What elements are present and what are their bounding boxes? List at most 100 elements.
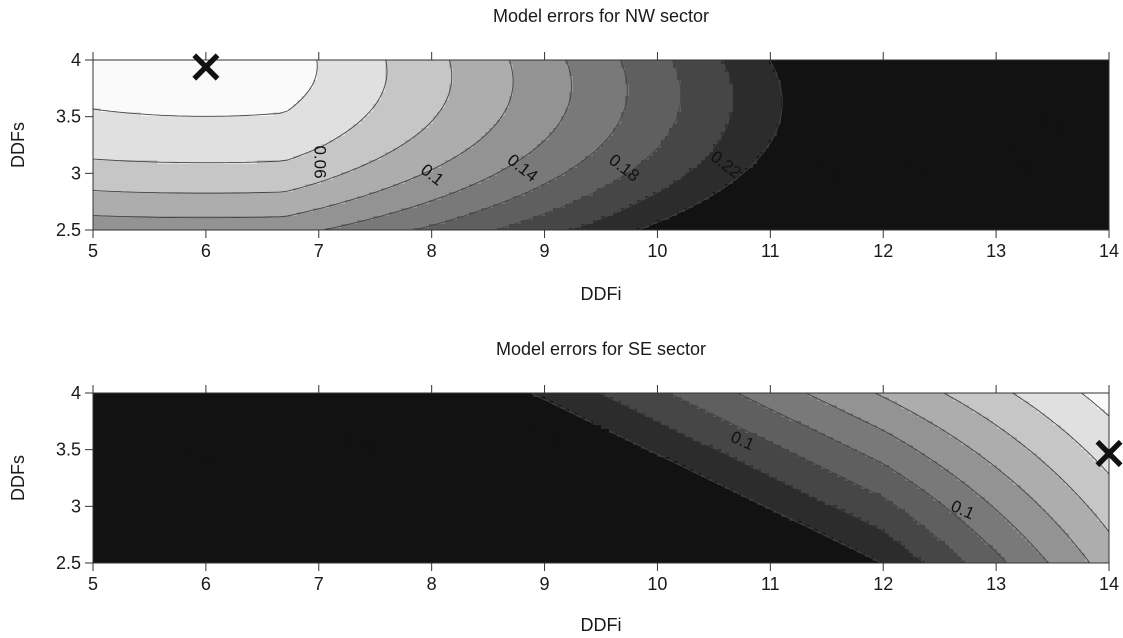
contour-cell	[441, 208, 446, 213]
contour-cell	[261, 156, 266, 161]
contour-cell	[421, 68, 426, 73]
contour-cell	[221, 128, 226, 133]
contour-cell	[397, 72, 402, 77]
contour-cell	[517, 204, 522, 209]
contour-cell	[337, 180, 342, 185]
contour-cell	[269, 104, 274, 109]
contour-cell	[373, 216, 378, 221]
contour-cell	[257, 100, 262, 105]
contour-cell	[489, 76, 494, 81]
contour-cell	[369, 80, 374, 85]
contour-cell	[205, 112, 210, 117]
contour-cell	[109, 200, 114, 205]
contour-cell	[409, 188, 414, 193]
contour-cell	[541, 204, 546, 209]
contour-cell	[365, 180, 370, 185]
contour-cell	[409, 152, 414, 157]
contour-cell	[117, 228, 122, 230]
contour-cell	[485, 180, 490, 185]
contour-cell	[153, 76, 158, 81]
contour-cell	[161, 92, 166, 97]
contour-cell	[497, 96, 502, 101]
contour-cell	[169, 84, 174, 89]
contour-cell	[457, 180, 462, 185]
contour-cell	[269, 184, 274, 189]
contour-cell	[261, 168, 266, 173]
contour-cell	[109, 196, 114, 201]
contour-cell	[269, 200, 274, 205]
contour-cell	[413, 80, 418, 85]
contour-cell	[361, 220, 366, 225]
contour-cell	[265, 204, 270, 209]
contour-cell	[225, 96, 230, 101]
contour-cell	[349, 96, 354, 101]
contour-cell	[189, 132, 194, 137]
contour-cell	[501, 68, 506, 73]
contour-cell	[257, 216, 262, 221]
contour-cell	[381, 124, 386, 129]
contour-cell	[365, 176, 370, 181]
contour-cell	[97, 152, 102, 157]
contour-cell	[189, 152, 194, 157]
contour-cell	[189, 216, 194, 221]
contour-cell	[165, 200, 170, 205]
contour-cell	[341, 140, 346, 145]
contour-cell	[441, 152, 446, 157]
contour-cell	[261, 220, 266, 225]
contour-cell	[421, 136, 426, 141]
contour-cell	[477, 72, 482, 77]
contour-cell	[549, 144, 554, 149]
contour-cell	[313, 92, 318, 97]
contour-cell	[481, 108, 486, 113]
contour-cell	[313, 64, 318, 69]
contour-cell	[417, 168, 422, 173]
contour-cell	[225, 176, 230, 181]
contour-cell	[525, 168, 530, 173]
contour-cell	[345, 140, 350, 145]
contour-cell	[517, 140, 522, 145]
contour-cell	[225, 212, 230, 217]
contour-cell	[105, 124, 110, 129]
contour-cell	[193, 76, 198, 81]
contour-cell	[349, 124, 354, 129]
contour-cell	[177, 140, 182, 145]
contour-cell	[377, 76, 382, 81]
contour-cell	[453, 148, 458, 153]
contour-cell	[225, 208, 230, 213]
contour-cell	[393, 108, 398, 113]
contour-cell	[269, 68, 274, 73]
contour-cell	[493, 124, 498, 129]
contour-cell	[257, 220, 262, 225]
contour-cell	[153, 68, 158, 73]
contour-cell	[473, 212, 478, 217]
contour-cell	[389, 128, 394, 133]
contour-cell	[441, 212, 446, 217]
contour-cell	[473, 116, 478, 121]
contour-cell	[521, 164, 526, 169]
contour-cell	[505, 176, 510, 181]
contour-cell	[201, 196, 206, 201]
contour-cell	[301, 176, 306, 181]
contour-cell	[473, 68, 478, 73]
contour-cell	[173, 72, 178, 77]
contour-cell	[385, 92, 390, 97]
contour-cell	[397, 172, 402, 177]
contour-cell	[293, 204, 298, 209]
contour-cell	[393, 188, 398, 193]
contour-cell	[161, 88, 166, 93]
contour-cell	[441, 160, 446, 165]
contour-cell	[353, 104, 358, 109]
contour-cell	[117, 92, 122, 97]
contour-cell	[245, 96, 250, 101]
contour-cell	[217, 116, 222, 121]
contour-cell	[193, 64, 198, 69]
contour-cell	[377, 192, 382, 197]
contour-cell	[189, 164, 194, 169]
contour-cell	[205, 196, 210, 201]
contour-cell	[445, 148, 450, 153]
contour-cell	[245, 108, 250, 113]
contour-cell	[249, 180, 254, 185]
contour-cell	[497, 144, 502, 149]
contour-cell	[153, 100, 158, 105]
contour-cell	[389, 80, 394, 85]
